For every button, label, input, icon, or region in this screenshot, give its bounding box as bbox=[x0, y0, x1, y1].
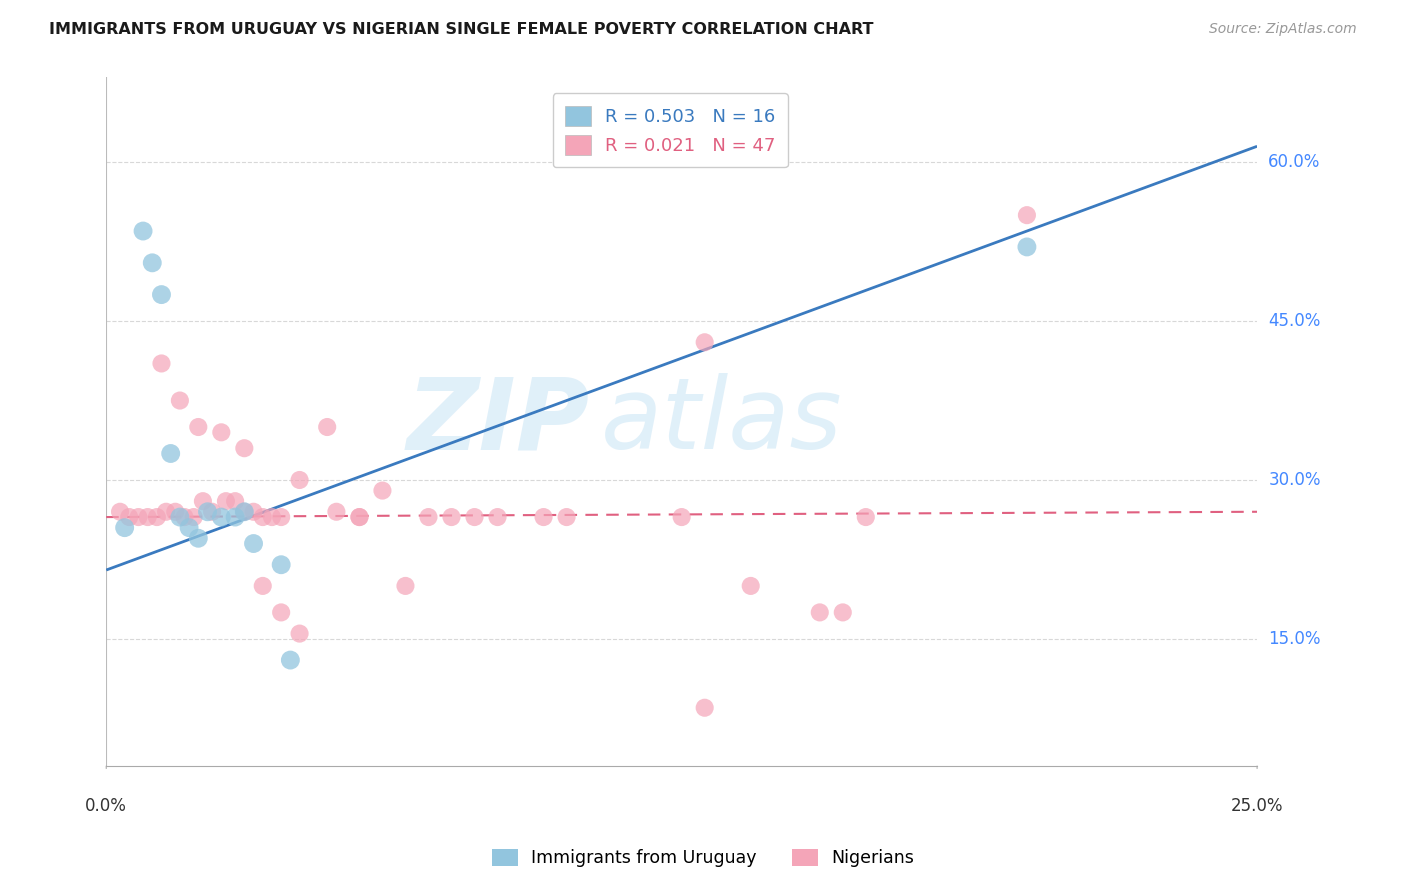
Point bbox=[371, 483, 394, 498]
Point bbox=[169, 393, 191, 408]
Point bbox=[233, 441, 256, 455]
Point bbox=[150, 287, 173, 301]
Point bbox=[108, 505, 131, 519]
Point bbox=[288, 473, 311, 487]
Point bbox=[325, 505, 347, 519]
Point bbox=[173, 510, 195, 524]
Point bbox=[165, 505, 187, 519]
Point bbox=[270, 558, 292, 572]
Point bbox=[349, 510, 371, 524]
Text: 15.0%: 15.0% bbox=[1268, 630, 1320, 648]
Point bbox=[224, 494, 246, 508]
Point bbox=[118, 510, 141, 524]
Text: 0.0%: 0.0% bbox=[86, 797, 127, 814]
Text: ZIP: ZIP bbox=[406, 373, 589, 470]
Point bbox=[114, 521, 136, 535]
Point bbox=[1015, 208, 1038, 222]
Point bbox=[533, 510, 555, 524]
Text: IMMIGRANTS FROM URUGUAY VS NIGERIAN SINGLE FEMALE POVERTY CORRELATION CHART: IMMIGRANTS FROM URUGUAY VS NIGERIAN SING… bbox=[49, 22, 873, 37]
Point bbox=[671, 510, 693, 524]
Point bbox=[418, 510, 440, 524]
Point bbox=[855, 510, 877, 524]
Point bbox=[280, 653, 302, 667]
Point bbox=[270, 606, 292, 620]
Point bbox=[233, 505, 256, 519]
Point bbox=[252, 510, 274, 524]
Point bbox=[394, 579, 416, 593]
Point bbox=[252, 579, 274, 593]
Text: Source: ZipAtlas.com: Source: ZipAtlas.com bbox=[1209, 22, 1357, 37]
Point bbox=[132, 224, 155, 238]
Point bbox=[242, 505, 264, 519]
Point bbox=[209, 510, 232, 524]
Point bbox=[316, 420, 339, 434]
Point bbox=[224, 510, 246, 524]
Point bbox=[693, 335, 716, 350]
Point bbox=[187, 420, 209, 434]
Legend: R = 0.503   N = 16, R = 0.021   N = 47: R = 0.503 N = 16, R = 0.021 N = 47 bbox=[553, 94, 787, 168]
Point bbox=[155, 505, 177, 519]
Point bbox=[440, 510, 463, 524]
Point bbox=[209, 425, 232, 440]
Point bbox=[555, 510, 578, 524]
Point bbox=[201, 505, 224, 519]
Point bbox=[191, 494, 214, 508]
Point bbox=[183, 510, 205, 524]
Text: atlas: atlas bbox=[602, 373, 842, 470]
Point bbox=[187, 531, 209, 545]
Point bbox=[141, 256, 163, 270]
Point bbox=[288, 626, 311, 640]
Point bbox=[808, 606, 831, 620]
Point bbox=[197, 505, 219, 519]
Point bbox=[349, 510, 371, 524]
Point bbox=[740, 579, 762, 593]
Point bbox=[169, 510, 191, 524]
Point bbox=[486, 510, 509, 524]
Point bbox=[270, 510, 292, 524]
Text: 45.0%: 45.0% bbox=[1268, 312, 1320, 330]
Text: 60.0%: 60.0% bbox=[1268, 153, 1320, 171]
Point bbox=[177, 521, 200, 535]
Point bbox=[150, 356, 173, 370]
Point bbox=[146, 510, 169, 524]
Text: 25.0%: 25.0% bbox=[1230, 797, 1284, 814]
Legend: Immigrants from Uruguay, Nigerians: Immigrants from Uruguay, Nigerians bbox=[485, 842, 921, 874]
Point bbox=[831, 606, 853, 620]
Point bbox=[159, 446, 181, 460]
Point bbox=[242, 536, 264, 550]
Text: 30.0%: 30.0% bbox=[1268, 471, 1320, 489]
Point bbox=[1015, 240, 1038, 254]
Point bbox=[136, 510, 159, 524]
Point bbox=[693, 700, 716, 714]
Point bbox=[127, 510, 149, 524]
Point bbox=[215, 494, 238, 508]
Point bbox=[233, 505, 256, 519]
Point bbox=[463, 510, 485, 524]
Point bbox=[260, 510, 283, 524]
